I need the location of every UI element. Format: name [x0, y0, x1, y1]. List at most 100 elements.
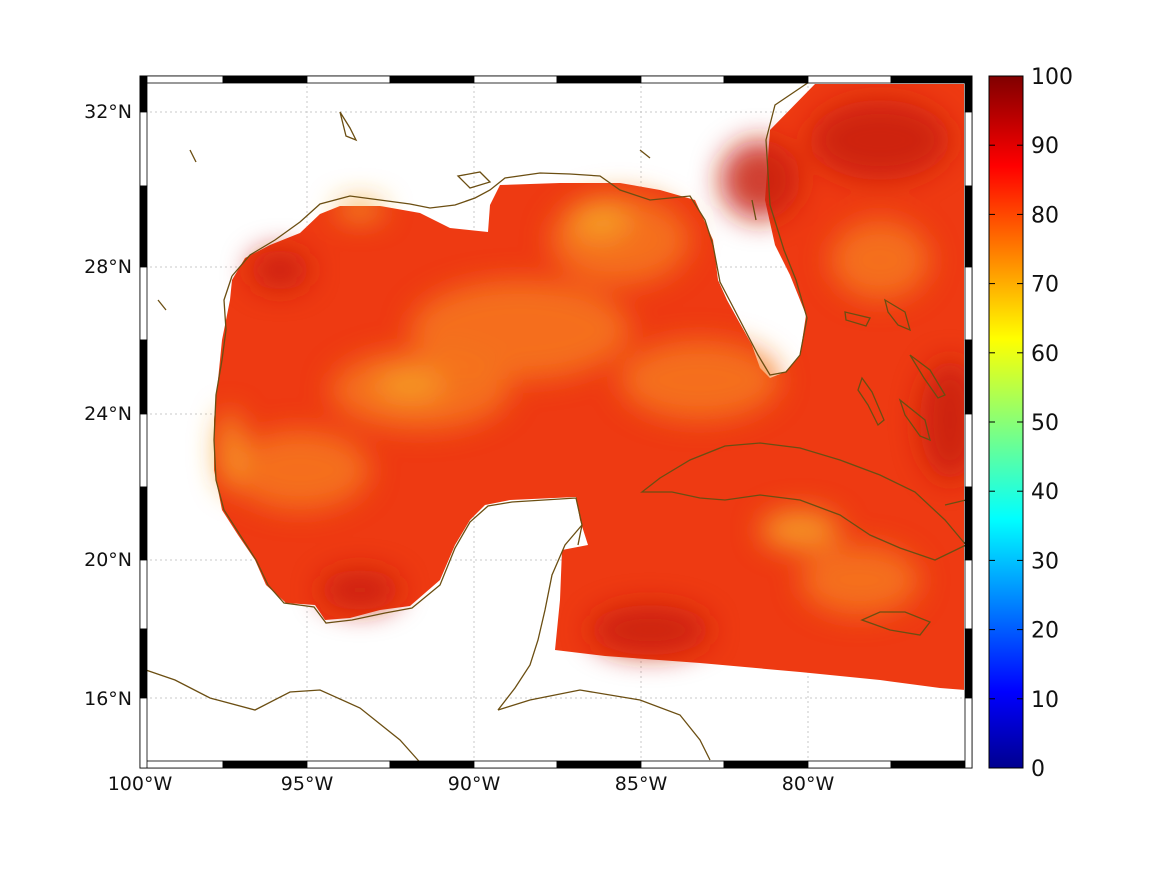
- field-variation-spot: [570, 200, 630, 240]
- frame-segment: [139, 185, 148, 268]
- bahamas-eleuthera: [909, 354, 946, 399]
- field-variation-spot: [410, 280, 630, 380]
- frame-segment: [964, 486, 973, 561]
- lon-label-95w: 95°W: [281, 773, 334, 795]
- inland-river-3: [639, 149, 651, 159]
- field-variation-spot: [590, 605, 710, 655]
- yucatan-coastline: [497, 524, 583, 711]
- frame-segment: [807, 75, 892, 84]
- colorbar-label: 90: [1031, 134, 1059, 159]
- frame-segment: [473, 760, 558, 769]
- data-field: [214, 84, 964, 690]
- lon-label-85w: 85°W: [615, 773, 668, 795]
- field-variation-spot: [830, 220, 930, 300]
- frame-segment: [139, 628, 148, 699]
- frame-segment: [807, 760, 892, 769]
- lat-label-20n: 20°N: [84, 549, 132, 571]
- frame-segment: [556, 760, 642, 769]
- data-field-variation: [218, 100, 964, 655]
- field-variation-spot: [810, 100, 950, 180]
- frame-segment: [139, 486, 148, 561]
- jamaica-coastline: [860, 611, 932, 636]
- colorbar-label: 70: [1031, 273, 1059, 298]
- frame-segment: [139, 111, 148, 187]
- frame-segment: [139, 559, 148, 630]
- frame-segment: [723, 75, 809, 84]
- bahamas-andros: [857, 376, 885, 427]
- frame-segment: [139, 413, 148, 488]
- field-variation-spot: [720, 140, 800, 220]
- bahamas-grand: [844, 311, 871, 327]
- frame-segment: [640, 75, 725, 84]
- frame-segment: [389, 75, 475, 84]
- field-variation-spot: [218, 410, 242, 490]
- colorbar-ticks: [989, 75, 1023, 769]
- lat-label-24n: 24°N: [84, 403, 132, 425]
- colorbar-label: 60: [1031, 342, 1059, 367]
- central-america-coastline: [139, 667, 426, 769]
- frame-segment: [964, 339, 973, 415]
- honduras-coastline: [497, 689, 711, 761]
- lon-label-100w: 100°W: [108, 773, 173, 795]
- hispaniola-coastline: [944, 499, 967, 506]
- frame-segment: [473, 75, 558, 84]
- colorbar-label: 30: [1031, 549, 1059, 574]
- frame-segment: [389, 760, 475, 769]
- frame-segment: [139, 339, 148, 415]
- us-north-gulf-coastline: [231, 79, 813, 376]
- frame-segment: [964, 697, 973, 769]
- frame-segment: [890, 75, 973, 84]
- frame-segment: [964, 413, 973, 488]
- colorbar-labels: 0 10 20 30 40 50 60 70 80 90 100: [1031, 65, 1073, 782]
- frame-segment: [964, 628, 973, 699]
- field-variation-spot: [230, 430, 370, 510]
- colorbar-label: 0: [1031, 757, 1045, 782]
- colorbar-label: 100: [1031, 65, 1073, 90]
- frame-segment: [222, 760, 308, 769]
- inland-river-1: [189, 149, 197, 163]
- lat-label-32n: 32°N: [84, 101, 132, 123]
- frame-segment: [964, 185, 973, 268]
- longitude-labels: 100°W 95°W 90°W 85°W 80°W: [108, 773, 835, 795]
- field-variation-spot: [920, 360, 964, 480]
- bahamas-exuma: [898, 398, 931, 442]
- frame-segment: [723, 760, 809, 769]
- frame-segment: [964, 266, 973, 341]
- frame-segment: [964, 559, 973, 630]
- map-frame: [139, 75, 973, 769]
- colorbar-label: 50: [1031, 411, 1059, 436]
- inland-lake: [339, 111, 358, 142]
- latitude-labels: 32°N 28°N 24°N 20°N 16°N: [84, 101, 132, 710]
- colorbar: 0 10 20 30 40 50 60 70 80 90 100: [988, 65, 1073, 782]
- frame-segment: [556, 75, 642, 84]
- frame-segment: [306, 760, 391, 769]
- lon-label-80w: 80°W: [782, 773, 835, 795]
- frame-segment: [139, 266, 148, 341]
- frame-segment: [222, 75, 308, 84]
- frame-segment: [640, 760, 725, 769]
- frame-segment: [890, 760, 973, 769]
- frame-segment: [139, 760, 224, 769]
- field-variation-spot: [335, 200, 385, 220]
- lon-label-90w: 90°W: [448, 773, 501, 795]
- frame-segment: [139, 75, 224, 84]
- lat-label-16n: 16°N: [84, 688, 132, 710]
- lake-pontchartrain: [456, 171, 492, 189]
- field-variation-spot: [760, 510, 840, 550]
- frame-segment: [306, 75, 391, 84]
- bahamas-abaco: [883, 298, 911, 332]
- colorbar-label: 20: [1031, 619, 1059, 644]
- field-variation-spot: [320, 570, 400, 610]
- field-variation-spot: [620, 340, 780, 420]
- colorbar-label: 40: [1031, 480, 1059, 505]
- inland-river-2: [157, 299, 167, 311]
- frame-segment: [139, 75, 148, 113]
- colorbar-label: 10: [1031, 688, 1059, 713]
- frame-segment: [964, 75, 973, 113]
- frame-segment: [139, 697, 148, 769]
- inland-river-4: [751, 199, 757, 221]
- field-variation-spot: [250, 250, 310, 290]
- colorbar-label: 80: [1031, 203, 1059, 228]
